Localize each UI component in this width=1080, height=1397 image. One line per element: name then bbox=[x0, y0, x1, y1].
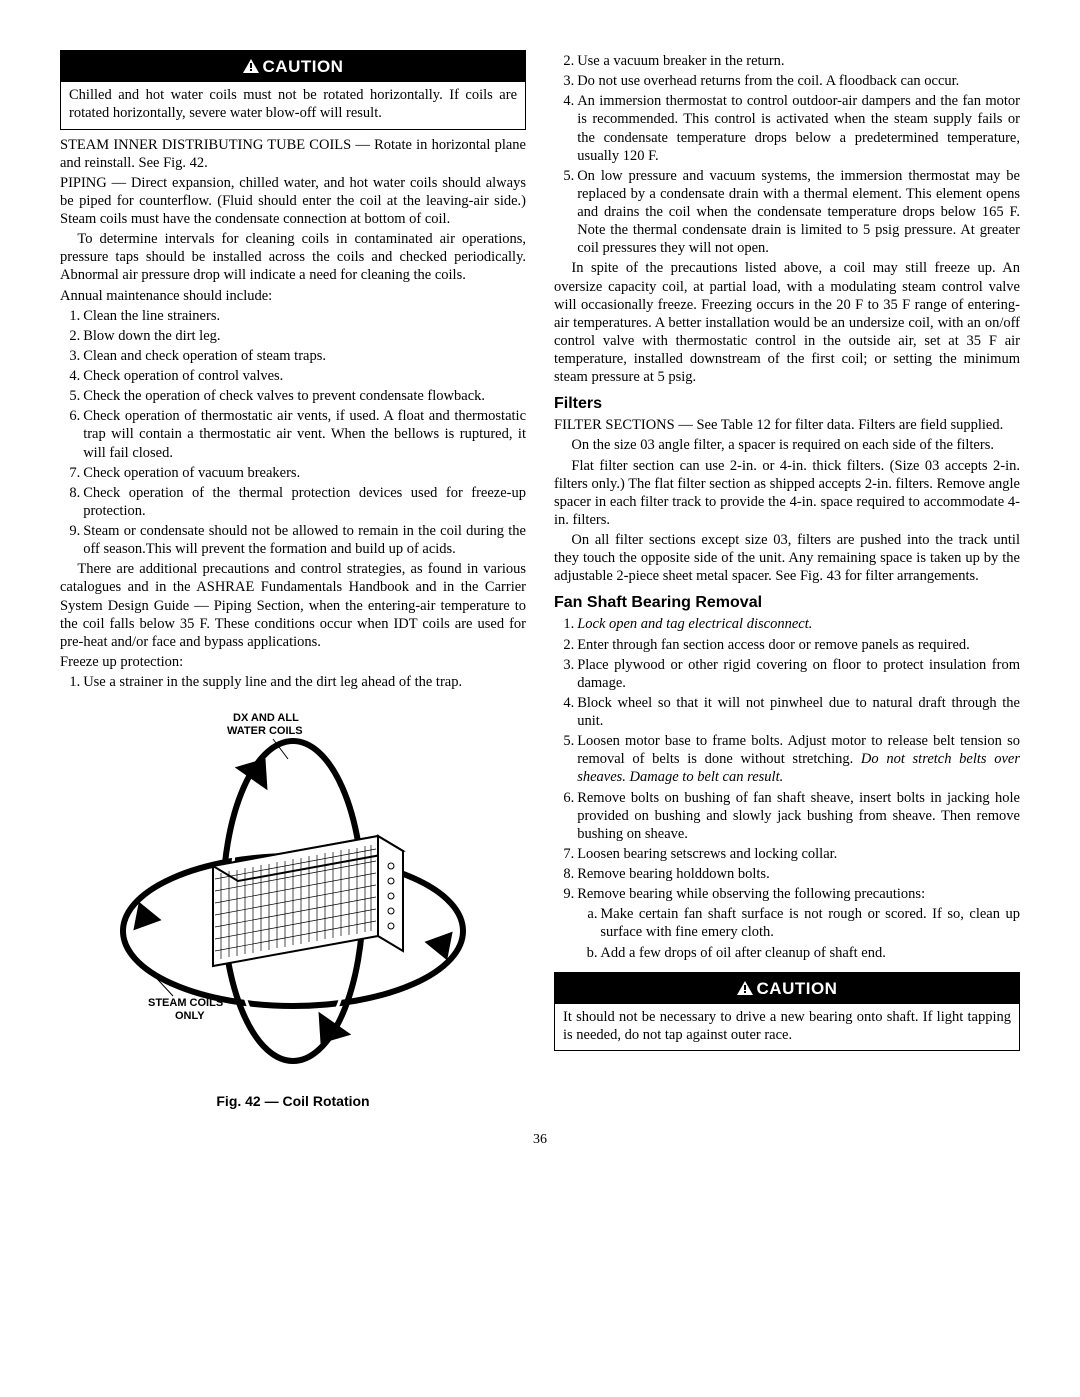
freeze-list-right: 2.Use a vacuum breaker in the return. 3.… bbox=[554, 52, 1020, 257]
list-item: 3.Place plywood or other rigid covering … bbox=[577, 656, 1020, 692]
piping-para: PIPING — Direct expansion, chilled water… bbox=[60, 174, 526, 228]
list-item: 5.Check the operation of check valves to… bbox=[83, 387, 526, 405]
annual-maintenance-list: 1.Clean the line strainers. 2.Blow down … bbox=[60, 307, 526, 559]
list-item: 1.Clean the line strainers. bbox=[83, 307, 526, 325]
filters-heading: Filters bbox=[554, 394, 1020, 414]
coil-rotation-diagram: DX AND ALL WATER COILS STEAM COILS ONLY bbox=[103, 701, 483, 1081]
fan-sub-list: a.Make certain fan shaft surface is not … bbox=[577, 905, 1020, 961]
caution-header: CAUTION bbox=[555, 973, 1019, 1004]
figure-42: DX AND ALL WATER COILS STEAM COILS ONLY … bbox=[60, 701, 526, 1111]
list-item: 1.Lock open and tag electrical disconnec… bbox=[577, 615, 1020, 633]
caution-label: CAUTION bbox=[757, 979, 838, 998]
list-item: 2.Blow down the dirt leg. bbox=[83, 327, 526, 345]
left-column: CAUTION Chilled and hot water coils must… bbox=[60, 50, 526, 1111]
steam-coils-para: STEAM INNER DISTRIBUTING TUBE COILS — Ro… bbox=[60, 136, 526, 172]
list-item: 3.Clean and check operation of steam tra… bbox=[83, 347, 526, 365]
filter-p1: On the size 03 angle filter, a spacer is… bbox=[554, 436, 1020, 454]
list-item: 2.Use a vacuum breaker in the return. bbox=[577, 52, 1020, 70]
caution-body-1: Chilled and hot water coils must not be … bbox=[61, 82, 525, 128]
svg-text:STEAM COILS: STEAM COILS bbox=[148, 997, 223, 1009]
caution-label: CAUTION bbox=[263, 57, 344, 76]
list-item: 4.Block wheel so that it will not pinwhe… bbox=[577, 694, 1020, 730]
list-item: a.Make certain fan shaft surface is not … bbox=[600, 905, 1020, 941]
caution-body-2: It should not be necessary to drive a ne… bbox=[555, 1004, 1019, 1050]
list-item: 5.On low pressure and vacuum systems, th… bbox=[577, 167, 1020, 258]
filter-p2: Flat filter section can use 2-in. or 4-i… bbox=[554, 457, 1020, 530]
list-item: 9.Steam or condensate should not be allo… bbox=[83, 522, 526, 558]
caution-box-2: CAUTION It should not be necessary to dr… bbox=[554, 972, 1020, 1052]
freeze-intro: Freeze up protection: bbox=[60, 653, 526, 671]
in-spite-para: In spite of the precautions listed above… bbox=[554, 259, 1020, 386]
list-item: 6.Check operation of thermostatic air ve… bbox=[83, 407, 526, 461]
fan-shaft-heading: Fan Shaft Bearing Removal bbox=[554, 593, 1020, 613]
additional-precautions: There are additional precautions and con… bbox=[60, 560, 526, 651]
annual-intro: Annual maintenance should include: bbox=[60, 287, 526, 305]
list-item: 7.Check operation of vacuum breakers. bbox=[83, 464, 526, 482]
figure-caption: Fig. 42 — Coil Rotation bbox=[60, 1093, 526, 1111]
freeze-list-left: 1.Use a strainer in the supply line and … bbox=[60, 673, 526, 691]
caution-header: CAUTION bbox=[61, 51, 525, 82]
filter-p3: On all filter sections except size 03, f… bbox=[554, 531, 1020, 585]
svg-text:ONLY: ONLY bbox=[175, 1010, 205, 1022]
fan-shaft-list: 1.Lock open and tag electrical disconnec… bbox=[554, 615, 1020, 961]
list-item: 8.Remove bearing holddown bolts. bbox=[577, 865, 1020, 883]
page-number: 36 bbox=[60, 1131, 1020, 1149]
interval-para: To determine intervals for cleaning coil… bbox=[60, 230, 526, 284]
list-item: 3.Do not use overhead returns from the c… bbox=[577, 72, 1020, 90]
warning-icon bbox=[243, 59, 259, 73]
list-item: 7.Loosen bearing setscrews and locking c… bbox=[577, 845, 1020, 863]
warning-icon bbox=[737, 981, 753, 995]
svg-text:WATER COILS: WATER COILS bbox=[227, 725, 303, 737]
two-column-layout: CAUTION Chilled and hot water coils must… bbox=[60, 50, 1020, 1111]
list-item: 8.Check operation of the thermal protect… bbox=[83, 484, 526, 520]
list-item: 2.Enter through fan section access door … bbox=[577, 636, 1020, 654]
filter-sections-para: FILTER SECTIONS — See Table 12 for filte… bbox=[554, 416, 1020, 434]
right-column: 2.Use a vacuum breaker in the return. 3.… bbox=[554, 50, 1020, 1111]
list-item: 6.Remove bolts on bushing of fan shaft s… bbox=[577, 789, 1020, 843]
list-item: 4.Check operation of control valves. bbox=[83, 367, 526, 385]
svg-text:DX AND ALL: DX AND ALL bbox=[233, 712, 299, 724]
caution-box-1: CAUTION Chilled and hot water coils must… bbox=[60, 50, 526, 130]
list-item: 5.Loosen motor base to frame bolts. Adju… bbox=[577, 732, 1020, 786]
list-item: 9.Remove bearing while observing the fol… bbox=[577, 885, 1020, 962]
list-item: 1.Use a strainer in the supply line and … bbox=[83, 673, 526, 691]
list-item: b.Add a few drops of oil after cleanup o… bbox=[600, 944, 1020, 962]
list-item: 4.An immersion thermostat to control out… bbox=[577, 92, 1020, 165]
